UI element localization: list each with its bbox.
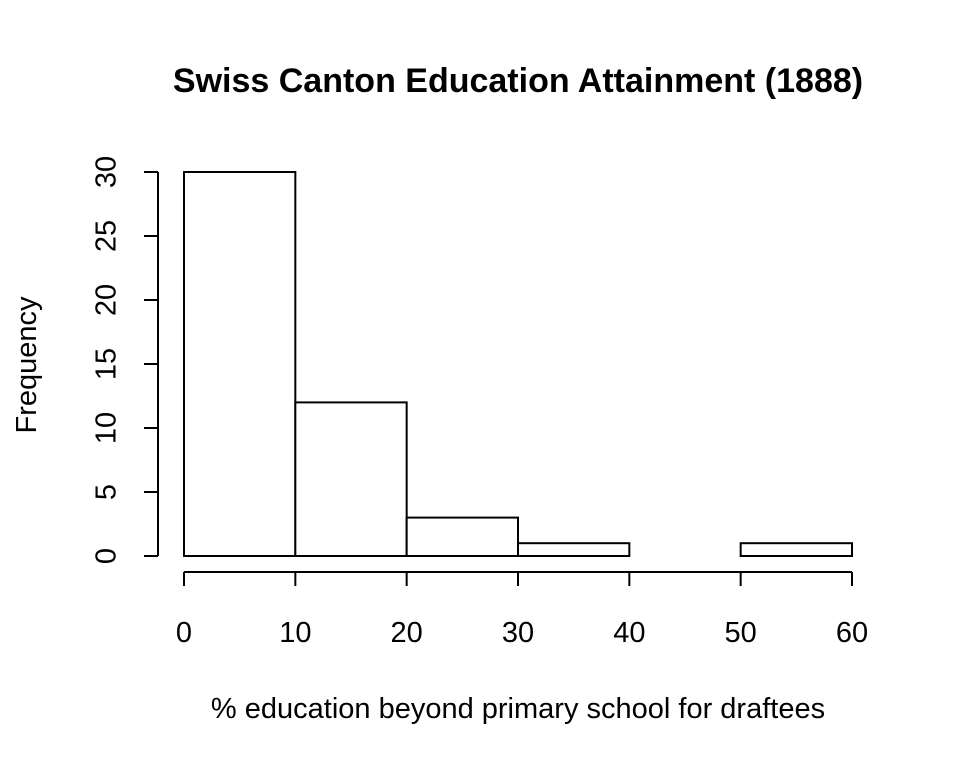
y-axis: 0 5 10 15 20 25 30 xyxy=(91,156,159,564)
chart-title: Swiss Canton Education Attainment (1888) xyxy=(173,62,863,100)
histogram-bars xyxy=(183,171,854,558)
x-tick-label: 60 xyxy=(836,617,868,649)
x-axis-label: % education beyond primary school for dr… xyxy=(211,693,825,725)
y-tick-label: 10 xyxy=(91,412,123,444)
histogram-bar xyxy=(739,542,854,558)
y-tick-label: 5 xyxy=(91,484,123,500)
y-tick-label: 20 xyxy=(91,284,123,316)
x-tick-label: 0 xyxy=(176,617,192,649)
y-tick-label: 25 xyxy=(91,220,123,252)
histogram-bar xyxy=(517,542,631,558)
y-axis-label: Frequency xyxy=(11,296,43,434)
y-tick-label: 0 xyxy=(91,548,123,564)
histogram-bar xyxy=(405,516,519,557)
y-tick-label: 15 xyxy=(91,348,123,380)
y-tick-label: 30 xyxy=(91,156,123,188)
histogram-bar xyxy=(183,171,297,557)
x-tick-label: 50 xyxy=(725,617,757,649)
x-tick-label: 40 xyxy=(613,617,645,649)
histogram-bar xyxy=(294,401,408,557)
x-tick-label: 20 xyxy=(391,617,423,649)
x-tick-label: 10 xyxy=(279,617,311,649)
x-tick-label: 30 xyxy=(502,617,534,649)
x-axis: 0 10 20 30 40 50 60 xyxy=(176,571,868,649)
